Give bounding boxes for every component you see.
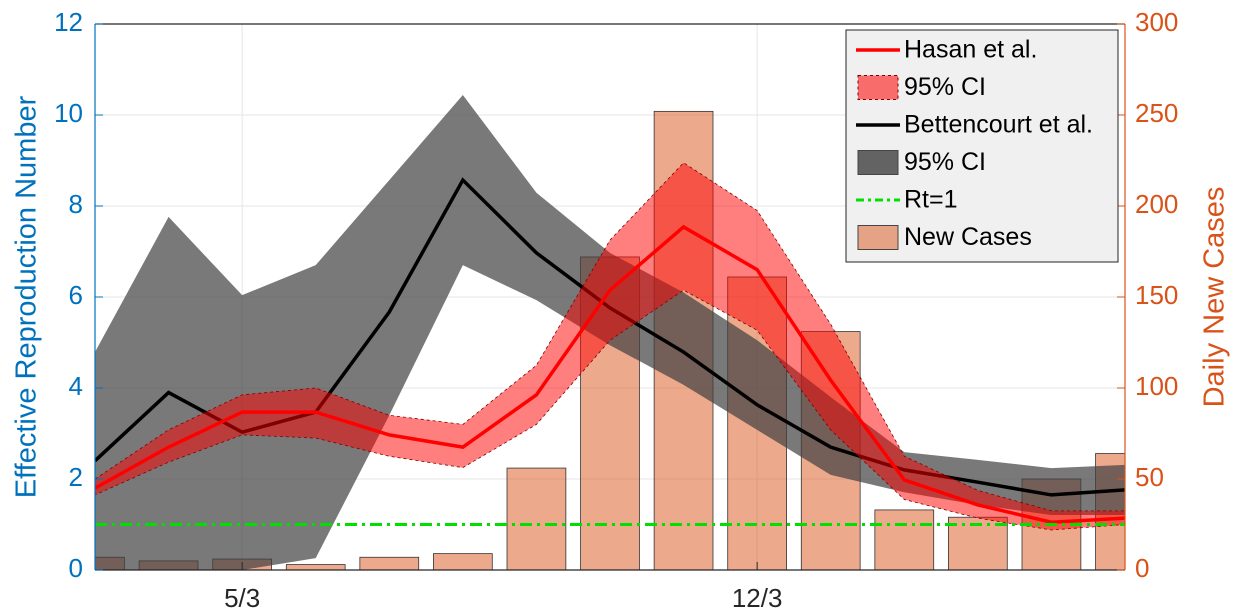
legend-label: Rt=1: [904, 186, 958, 214]
legend-swatch: [857, 150, 899, 175]
bar: [948, 516, 1008, 570]
legend-swatch: [857, 225, 899, 250]
y2-tick-label: 100: [1135, 371, 1178, 401]
y-tick-label: 4: [69, 371, 83, 401]
y-tick-label: 8: [69, 189, 83, 219]
bar: [433, 553, 493, 570]
bar: [874, 509, 935, 570]
legend-label: Hasan et al.: [904, 36, 1037, 64]
legend-box: [845, 29, 1119, 263]
legend-label: New Cases: [904, 223, 1032, 251]
x-tick-label: 12/3: [732, 583, 783, 613]
y2-tick-label: 0: [1135, 553, 1149, 583]
y2-tick-label: 250: [1135, 98, 1178, 128]
y-tick-label: 2: [69, 462, 83, 492]
y2-tick-label: 150: [1135, 280, 1178, 310]
confidence-band: [95, 162, 1125, 531]
y-axis-label: Effective Reproduction Number: [11, 95, 43, 498]
bar: [359, 556, 420, 570]
legend-label: 95% CI: [904, 148, 986, 176]
y-tick-label: 6: [69, 280, 83, 310]
y2-tick-label: 50: [1135, 462, 1164, 492]
bar: [506, 467, 567, 570]
y-tick-label: 10: [54, 98, 83, 128]
y2-tick-label: 300: [1135, 7, 1178, 37]
x-tick-label: 5/3: [224, 583, 260, 613]
y-tick-label: 0: [69, 553, 83, 583]
y2-axis-label: Daily New Cases: [1199, 187, 1231, 408]
legend-label: Bettencourt et al.: [904, 111, 1093, 139]
y2-tick-label: 200: [1135, 189, 1178, 219]
line: [95, 224, 1125, 524]
legend-swatch: [857, 75, 899, 100]
legend-label: 95% CI: [904, 73, 986, 101]
bar: [285, 564, 346, 570]
y-tick-label: 12: [54, 7, 83, 37]
